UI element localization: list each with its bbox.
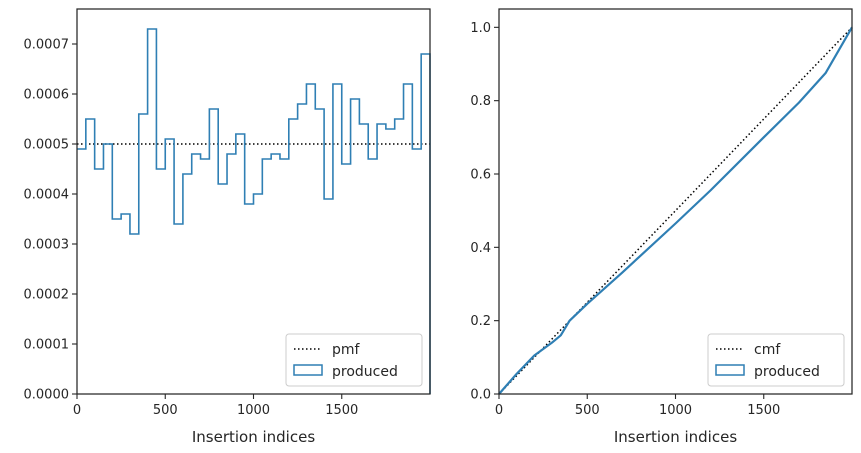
pmf-marks [77,28,431,394]
cmf-reference-line [498,26,853,395]
y-tick-label: 0.0004 [24,188,70,203]
pmf-x-axis-label: Insertion indices [192,428,315,446]
y-tick-label: 0.0001 [24,338,70,353]
pmf-panel: 0 500 1000 1500 0.0000 0.0001 0.0002 0.0003 0.00… [24,8,431,446]
cmf-panel: 0 500 1000 1500 0.0 0.2 0.4 0.6 0.8 1.0 Insertion… [470,8,853,446]
pmf-axes-frame [76,8,431,395]
x-tick-label: 500 [153,403,178,418]
y-tick-label: 0.8 [470,94,491,109]
x-tick-label: 500 [575,403,600,418]
y-tick-label: 1.0 [470,21,491,36]
cmf-ticks: 0 500 1000 1500 0.0 0.2 0.4 0.6 0.8 1.0 [470,21,780,418]
x-tick-label: 0 [73,403,81,418]
x-tick-label: 1000 [659,403,692,418]
produced-legend-swatch [715,364,745,376]
y-tick-label: 0.0005 [24,138,70,153]
cmf-axes-frame [498,8,853,395]
cmf-legend-box [707,333,845,387]
cmf-legend-label: cmf [754,342,781,358]
produced-legend-label: produced [332,364,398,380]
pmf-legend: pmf produced [285,333,423,387]
produced-cumulative-line [498,26,853,395]
y-tick-label: 0.2 [470,314,491,329]
produced-legend-label: produced [754,364,820,380]
y-tick-label: 0.0000 [24,388,70,403]
cmf-marks [498,26,853,395]
x-tick-label: 1500 [325,403,358,418]
x-tick-label: 1500 [747,403,780,418]
y-tick-label: 0.0002 [24,288,70,303]
y-tick-label: 0.0003 [24,238,70,253]
x-tick-label: 0 [495,403,503,418]
y-tick-label: 0.6 [470,168,491,183]
cmf-legend: cmf produced [707,333,845,387]
pmf-legend-label: pmf [332,342,361,358]
produced-histogram-line [77,28,431,394]
produced-legend-swatch [293,364,323,376]
pmf-ticks: 0 500 1000 1500 0.0000 0.0001 0.0002 0.0003 0.00… [24,38,359,419]
cmf-x-axis-label: Insertion indices [614,428,737,446]
y-tick-label: 0.4 [470,241,491,256]
y-tick-label: 0.0 [470,388,491,403]
x-tick-label: 1000 [237,403,270,418]
pmf-legend-box [285,333,423,387]
y-tick-label: 0.0006 [24,88,70,103]
y-tick-label: 0.0007 [24,38,70,53]
